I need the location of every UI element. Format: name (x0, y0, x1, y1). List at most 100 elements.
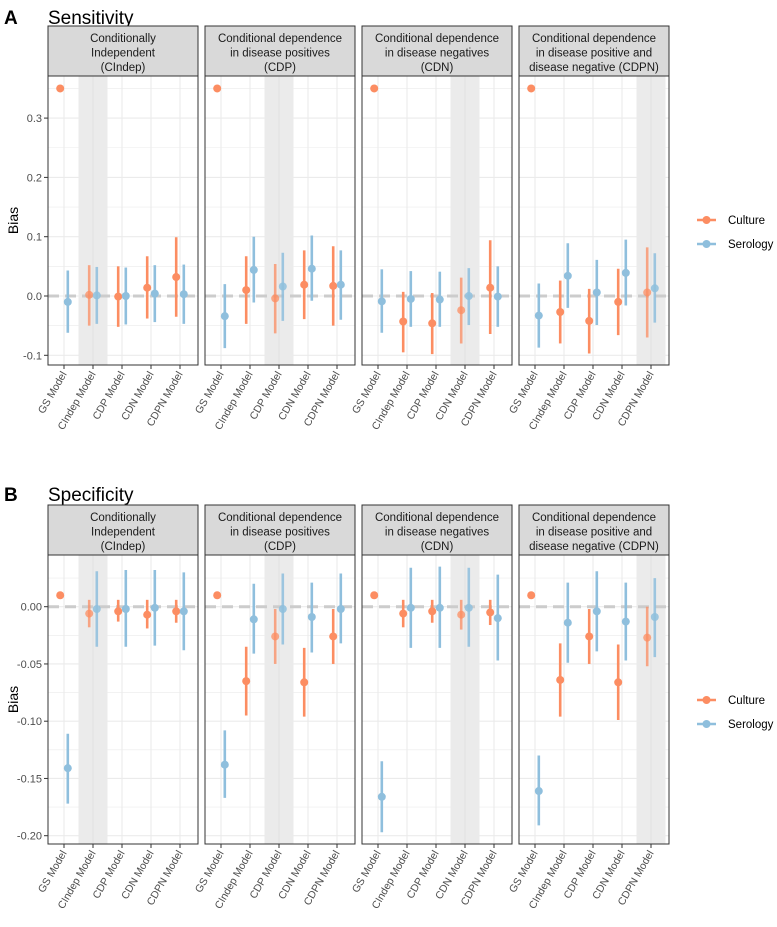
facet-strip-label: in disease positives (230, 48, 330, 60)
point-culture (56, 84, 65, 93)
point-serology (534, 311, 543, 320)
point-serology (435, 295, 444, 304)
facet-strip-label: Independent (91, 48, 156, 60)
point-culture (300, 280, 309, 289)
point-culture (643, 288, 652, 297)
legend: Culture Serology (697, 695, 774, 731)
point-culture (213, 84, 222, 93)
point-serology (249, 615, 258, 624)
chart-title: Sensitivity (48, 8, 134, 29)
legend-label: Serology (728, 719, 774, 731)
panel-border (518, 554, 670, 845)
facet-panel: Conditional dependence in disease positiv… (507, 25, 670, 432)
point-serology (307, 613, 316, 622)
facet-strip-label: disease negative (CDPN) (529, 62, 659, 74)
facet-panel: Conditional dependence in disease positiv… (193, 25, 356, 432)
panel-border (204, 75, 356, 366)
facet-strip-label: (CIndep) (101, 62, 146, 74)
facet-strip-label: Conditional dependence (532, 512, 656, 524)
panel-border (47, 75, 199, 366)
panel-area (362, 76, 512, 365)
facet-strip-label: in disease negatives (385, 527, 489, 539)
panel-letter: A (4, 8, 18, 29)
y-tick-label: -0.15 (17, 773, 42, 785)
facet-strip-label: in disease positive and (536, 527, 652, 539)
point-culture (585, 632, 594, 641)
legend-key-point (702, 240, 711, 248)
panel-area (48, 555, 198, 844)
facet-panel: Conditional dependence in disease negativ… (350, 25, 513, 432)
point-serology (534, 787, 543, 796)
facet-strip (47, 25, 199, 77)
point-serology (278, 282, 287, 291)
facet-strip-label: Conditional dependence (532, 33, 656, 45)
point-culture (114, 607, 123, 616)
point-culture (329, 281, 338, 290)
legend-label: Culture (728, 215, 765, 227)
panel-background (362, 76, 512, 365)
point-serology (464, 292, 473, 300)
point-culture (527, 84, 536, 93)
point-culture (486, 283, 495, 292)
point-culture (585, 316, 594, 325)
point-culture (486, 608, 495, 617)
point-serology (493, 292, 502, 301)
facet-strip-label: Conditionally (90, 512, 156, 524)
point-serology (307, 264, 316, 273)
point-culture (271, 632, 280, 641)
point-culture (300, 678, 309, 687)
y-tick-label: 0.3 (27, 113, 42, 125)
facet-strip (204, 25, 356, 77)
y-axis-label: Bias (5, 207, 21, 234)
legend-label: Serology (728, 239, 774, 251)
point-serology (150, 603, 159, 612)
facet-strip-label: disease negative (CDPN) (529, 541, 659, 553)
legend-key-point (702, 720, 711, 728)
point-serology (121, 292, 130, 300)
panel-area (362, 555, 512, 844)
point-serology (650, 284, 659, 293)
point-culture (527, 591, 536, 600)
y-tick-label: -0.10 (17, 716, 42, 728)
chart-title: Specificity (48, 485, 134, 506)
panel-border (361, 75, 513, 366)
point-culture (428, 319, 437, 328)
point-culture (85, 609, 94, 618)
point-culture (457, 306, 466, 315)
legend-key-point (702, 696, 711, 704)
point-serology (650, 613, 659, 622)
panel-area (519, 76, 669, 365)
facet-strip-label: in disease positives (230, 527, 330, 539)
facet-panel: Conditional dependence in disease positiv… (193, 504, 356, 911)
panel-area (205, 76, 355, 365)
facet-strip-label: (CDN) (421, 541, 454, 553)
point-culture (556, 675, 565, 684)
panel-area (205, 555, 355, 844)
point-serology (150, 289, 159, 298)
facet-strip-label: (CDN) (421, 62, 454, 74)
point-culture (56, 591, 65, 600)
chart-sensitivity: A Sensitivity Bias -0.1 0.0 0.1 0.2 0.3 Conditio… (4, 8, 774, 432)
point-serology (563, 618, 572, 627)
chart-specificity: B Specificity Bias -0.20 -0.15 -0.10 -0.05 0.00… (4, 485, 774, 911)
facet-panel: Conditional dependence in disease negativ… (350, 504, 513, 911)
panel-area (48, 76, 198, 365)
point-culture (85, 290, 94, 299)
point-serology (220, 760, 229, 769)
panel-border (204, 554, 356, 845)
point-culture (457, 610, 466, 619)
facet-strip-label: Conditional dependence (375, 33, 499, 45)
panel-background (362, 555, 512, 844)
panel-border (361, 554, 513, 845)
legend-key-point (702, 216, 711, 224)
point-serology (278, 604, 287, 613)
point-culture (271, 294, 280, 303)
facet-strip-label: (CDP) (264, 62, 296, 74)
point-serology (377, 792, 386, 801)
point-culture (213, 591, 222, 600)
facet-strip-label: (CDP) (264, 541, 296, 553)
point-serology (592, 288, 601, 297)
point-culture (370, 84, 379, 93)
point-serology (563, 271, 572, 280)
